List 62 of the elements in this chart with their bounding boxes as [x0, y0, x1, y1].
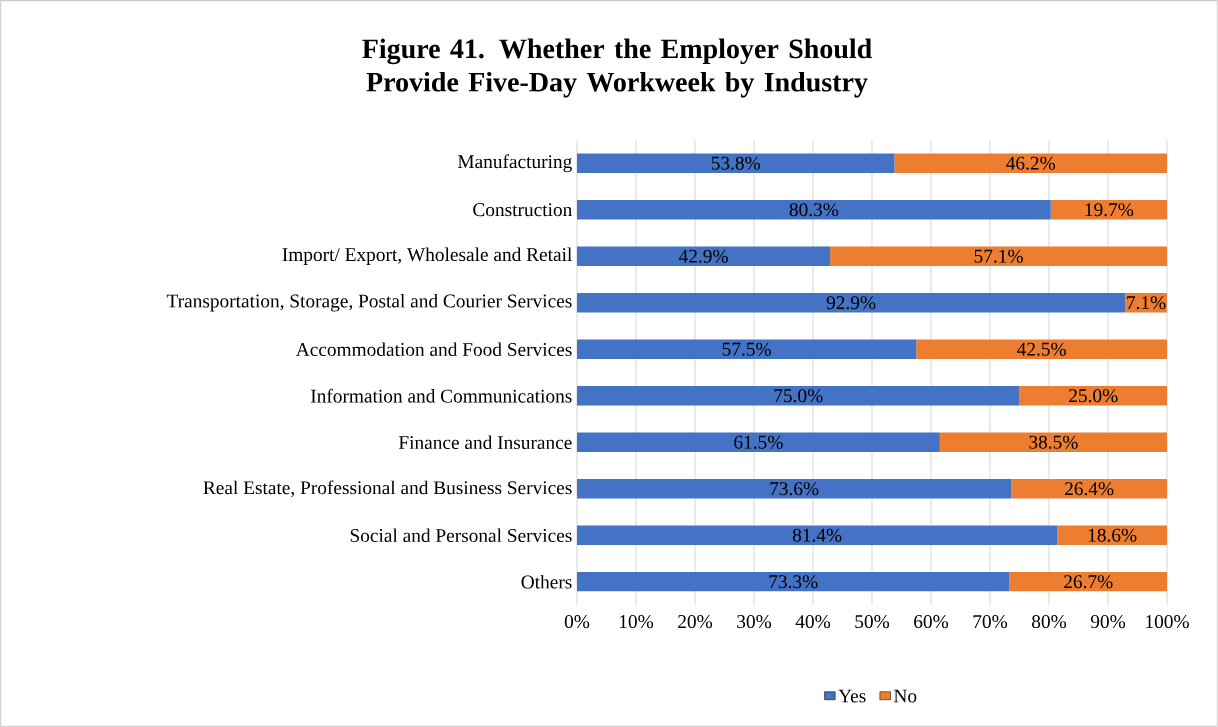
- bar: [577, 572, 1010, 592]
- bar: [916, 339, 1167, 359]
- bar: [577, 525, 1058, 545]
- bar: [577, 479, 1012, 499]
- data-label: 92.9%: [826, 296, 876, 310]
- data-label: 38.5%: [1029, 435, 1078, 449]
- bar: [577, 246, 831, 266]
- bar: [577, 293, 1126, 313]
- y-tick-label: Others: [521, 574, 572, 589]
- x-tick-label: 20%: [678, 615, 713, 629]
- data-label: 42.5%: [1017, 342, 1066, 356]
- data-label: 81.4%: [792, 528, 842, 542]
- x-tick-label: 30%: [737, 615, 772, 629]
- bar: [894, 153, 1167, 173]
- data-label: 57.5%: [722, 342, 771, 356]
- x-tick-label: 100%: [1146, 615, 1189, 629]
- data-label: 80.3%: [789, 203, 839, 217]
- y-tick-label: Construction: [473, 203, 572, 217]
- data-label: 57.1%: [974, 249, 1023, 263]
- x-tick-label: 10%: [619, 615, 654, 629]
- data-label: 19.7%: [1085, 203, 1134, 217]
- y-tick-label: Finance and Insurance: [398, 435, 572, 450]
- x-tick-label: 90%: [1090, 615, 1126, 629]
- bar: [577, 200, 1051, 220]
- data-label: 73.6%: [770, 482, 819, 496]
- x-tick-label: 50%: [855, 615, 890, 629]
- bar: [1011, 479, 1167, 499]
- y-tick-label: Real Estate, Professional and Business Services: [203, 480, 572, 498]
- data-label: 42.9%: [678, 249, 728, 263]
- legend-label: Yes: [838, 689, 866, 703]
- y-tick-label: Information and Communications: [310, 388, 572, 403]
- y-tick-label: Import/ Export, Wholesale and Retail: [282, 247, 572, 266]
- x-tick-label: 80%: [1032, 615, 1067, 629]
- y-tick-label: Manufacturing: [457, 154, 572, 173]
- bar: [1019, 386, 1167, 406]
- data-label: 61.5%: [734, 435, 783, 449]
- bar: [939, 432, 1167, 452]
- bar: [577, 386, 1020, 406]
- y-tick-label: Transportation, Storage, Postal and Courier Services: [166, 293, 572, 312]
- x-tick-label: 60%: [914, 615, 949, 629]
- bar: [1009, 572, 1167, 592]
- bar: [577, 432, 940, 452]
- bar: [830, 246, 1167, 266]
- data-label: 26.7%: [1064, 575, 1113, 589]
- data-label: 7.1%: [1127, 296, 1166, 310]
- data-label: 18.6%: [1088, 528, 1137, 542]
- bar: [577, 153, 895, 173]
- data-label: 75.0%: [774, 389, 823, 403]
- data-label: 26.4%: [1065, 482, 1114, 496]
- data-label: 46.2%: [1006, 156, 1056, 170]
- bar: [1050, 200, 1167, 220]
- y-tick-label: Social and Personal Services: [350, 528, 572, 543]
- x-tick-label: 0%: [564, 615, 590, 629]
- data-label: 73.3%: [769, 575, 818, 589]
- x-tick-label: 40%: [795, 615, 831, 629]
- chart-title: Figure 41. Whether the Employer Should Provide Five-Day Workweek by Industry: [362, 38, 872, 98]
- bar: [577, 339, 917, 359]
- data-label: 25.0%: [1069, 389, 1118, 403]
- x-tick-label: 70%: [973, 615, 1008, 629]
- legend-label: No: [894, 689, 917, 703]
- y-tick-label: Accommodation and Food Services: [295, 342, 572, 357]
- data-label: 53.8%: [711, 156, 761, 170]
